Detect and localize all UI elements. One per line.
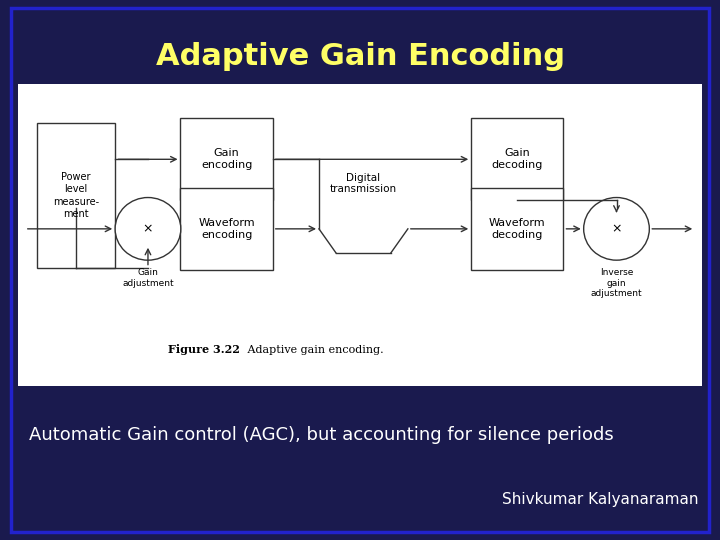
Text: Gain
encoding: Gain encoding — [201, 148, 252, 171]
Text: Digital
transmission: Digital transmission — [330, 173, 397, 194]
Bar — [471, 118, 564, 200]
Bar — [181, 118, 273, 200]
Bar — [37, 123, 115, 268]
Text: ×: × — [143, 222, 153, 235]
Text: Gain
decoding: Gain decoding — [492, 148, 543, 171]
Text: Automatic Gain control (AGC), but accounting for silence periods: Automatic Gain control (AGC), but accoun… — [29, 426, 613, 444]
Text: Adaptive gain encoding.: Adaptive gain encoding. — [237, 345, 384, 355]
Bar — [18, 84, 702, 386]
Bar — [471, 188, 564, 269]
Text: Waveform
encoding: Waveform encoding — [198, 218, 255, 240]
Bar — [181, 188, 273, 269]
Text: Waveform
decoding: Waveform decoding — [489, 218, 546, 240]
Text: Adaptive Gain Encoding: Adaptive Gain Encoding — [156, 42, 564, 71]
Text: Shivkumar Kalyanaraman: Shivkumar Kalyanaraman — [502, 492, 698, 507]
Text: Inverse
gain
adjustment: Inverse gain adjustment — [590, 268, 642, 298]
Text: ×: × — [611, 222, 622, 235]
Ellipse shape — [584, 198, 649, 260]
Text: Gain
adjustment: Gain adjustment — [122, 268, 174, 288]
Ellipse shape — [115, 198, 181, 260]
Text: Figure 3.22: Figure 3.22 — [168, 345, 240, 355]
Text: Power
level
measure-
ment: Power level measure- ment — [53, 172, 99, 219]
